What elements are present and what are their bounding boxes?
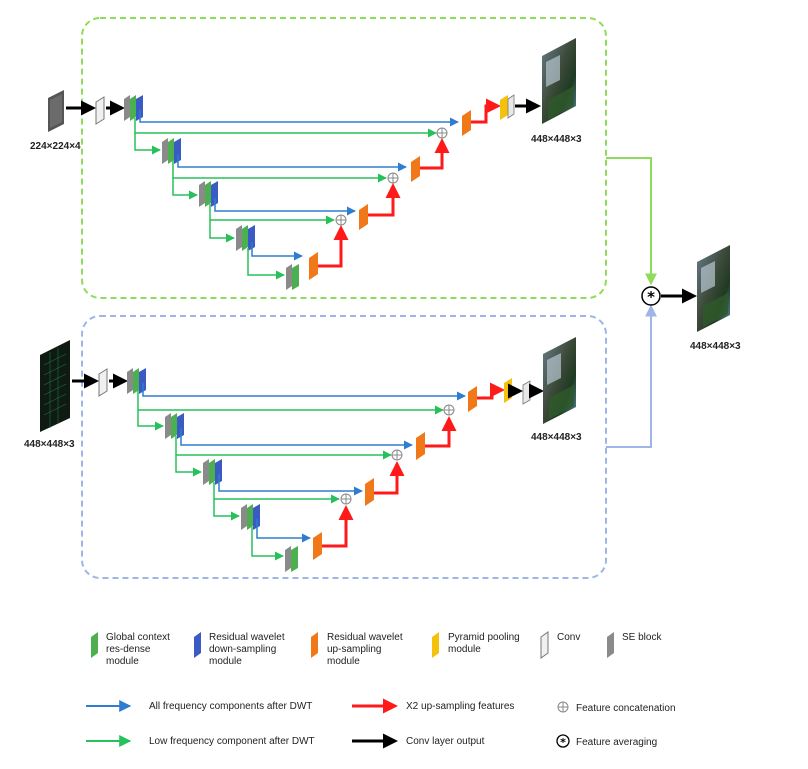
feature-averaging-node: * <box>641 286 661 306</box>
top-output-label: 448×448×3 <box>531 134 582 145</box>
legend-label-x2-upsampling: X2 up-sampling features <box>406 701 514 712</box>
green-block-icon <box>91 632 98 658</box>
se-block-icon <box>607 632 614 658</box>
top-pyramid-pooling <box>500 95 508 120</box>
top-up-modules <box>309 110 471 280</box>
top-concat-circles <box>335 127 448 226</box>
top-stack-3 <box>199 181 218 207</box>
legend-label-low-frequency: Low frequency component after DWT <box>149 736 315 747</box>
top-input-label: 224×224×4 <box>30 141 81 152</box>
top-merge-line <box>606 157 657 286</box>
bottom-input-label: 448×448×3 <box>24 439 75 450</box>
legend-label-pyramid-pooling: Pyramid pooling module <box>448 632 523 655</box>
bottom-stack-3 <box>203 459 222 485</box>
final-output-label: 448×448×3 <box>690 341 741 352</box>
final-output-image <box>697 245 730 332</box>
top-branch-frame <box>81 17 607 299</box>
bottom-up-modules <box>313 386 477 560</box>
orange-block-icon <box>311 632 318 658</box>
legend-label-down-sampling: Residual wavelet down-sampling module <box>209 632 287 667</box>
legend-label-global-context: Global context res-dense module <box>106 632 173 667</box>
bottom-blue-skips <box>142 383 466 543</box>
bottom-green-lines <box>137 390 444 561</box>
top-branch: 224×224×4 <box>30 38 582 290</box>
bottom-output-image <box>543 337 576 424</box>
bottom-input-image <box>40 340 70 432</box>
legend: Global context res-dense module Residual… <box>86 631 676 749</box>
bottom-bottleneck <box>285 546 298 572</box>
top-stack-2 <box>162 138 181 164</box>
top-output-image <box>542 38 576 124</box>
bottom-conv-block <box>98 368 108 397</box>
legend-label-feature-averaging: Feature averaging <box>576 737 657 748</box>
legend-label-se-block: SE block <box>622 632 662 643</box>
blue-block-icon <box>194 632 201 658</box>
svg-text:*: * <box>560 736 566 749</box>
bottom-stack-4 <box>241 504 260 530</box>
concat-circle-icon <box>557 701 569 713</box>
bottom-stack-2 <box>165 413 184 439</box>
bottom-stack-1 <box>127 368 146 394</box>
top-red-arrows <box>318 98 501 268</box>
top-conv-out <box>507 94 515 119</box>
top-input-image <box>48 90 64 132</box>
bottom-output-label: 448×448×3 <box>531 432 582 443</box>
conv-block-icon <box>540 631 549 659</box>
legend-label-feature-concatenation: Feature concatenation <box>576 703 676 714</box>
top-stack-4 <box>236 225 255 251</box>
legend-label-conv-layer-output: Conv layer output <box>406 736 485 747</box>
top-bottleneck <box>286 264 299 290</box>
top-green-lines <box>134 118 437 280</box>
legend-label-conv: Conv <box>557 632 580 643</box>
legend-label-all-frequency: All frequency components after DWT <box>149 701 312 712</box>
bottom-branch-frame <box>81 315 607 579</box>
svg-text:*: * <box>647 288 655 306</box>
bottom-red-arrows <box>322 382 505 548</box>
bottom-conv-out <box>522 380 531 405</box>
top-stack-1 <box>124 95 143 121</box>
bottom-concat-circles <box>340 404 455 505</box>
bottom-branch: 448×448×3 <box>24 337 582 572</box>
legend-label-up-sampling: Residual wavelet up-sampling module <box>327 632 405 667</box>
average-circle-icon: * <box>556 734 570 749</box>
top-blue-skips <box>139 110 459 261</box>
yellow-block-icon <box>432 632 439 658</box>
top-conv-block <box>95 96 105 125</box>
bottom-merge-line <box>606 304 657 448</box>
bottom-pyramid-pooling <box>504 378 512 403</box>
